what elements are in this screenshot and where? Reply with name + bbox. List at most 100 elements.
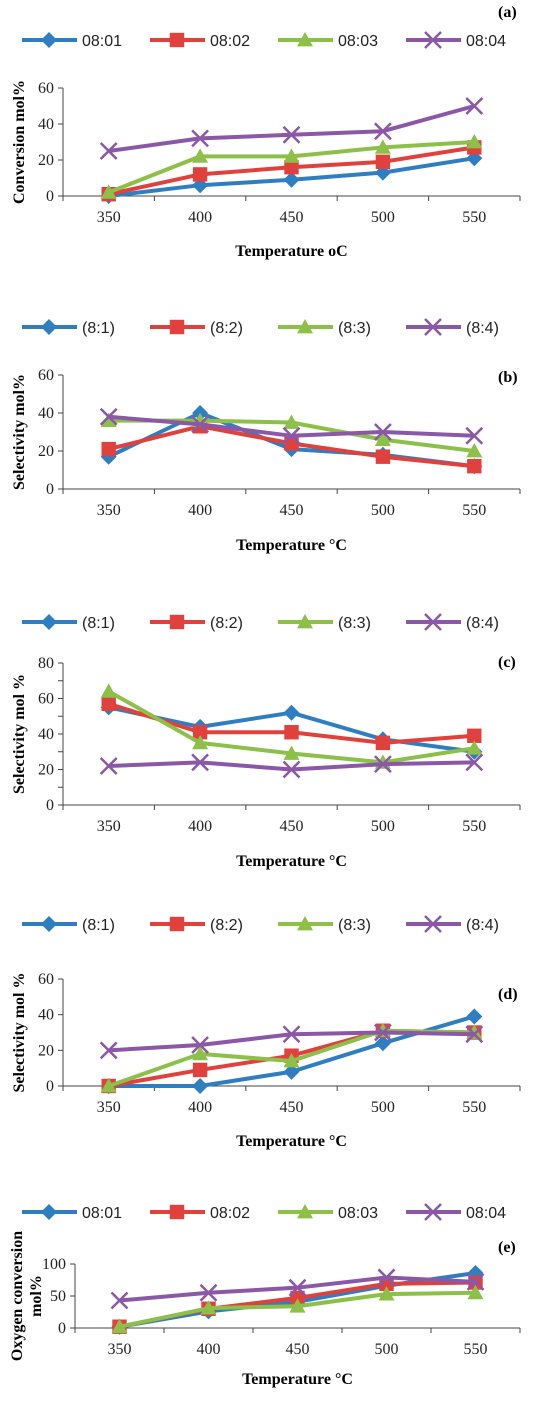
- x-tick-label: 400: [188, 502, 212, 519]
- legend-item: 08:01: [22, 1204, 122, 1222]
- x-tick-label: 350: [108, 1341, 132, 1358]
- x-tick-label: 400: [188, 818, 212, 835]
- data-point: [282, 1025, 301, 1044]
- data-point: [466, 1273, 485, 1291]
- chart-panel-c: 0 20 40 60 80 350 400 450 500 550 Temperature °C Se…: [11, 613, 521, 870]
- marker-stroke: [99, 1041, 118, 1060]
- legend-item: (8:3): [278, 916, 371, 934]
- legend-marker: [424, 915, 442, 933]
- y-tick-label: 20: [38, 762, 54, 779]
- legend-marker: [424, 31, 442, 49]
- data-point: [467, 459, 482, 474]
- chart-panel-b: 0 20 40 60 350 400 450 500 550 Temperature °C Sele…: [11, 318, 521, 554]
- y-tick-label: 20: [38, 443, 54, 460]
- data-point: [199, 1283, 218, 1302]
- legend-marker: [41, 916, 57, 932]
- y-axis-title: Oxygen conversion mol%: [9, 1231, 45, 1361]
- legend-item: 08:04: [406, 1203, 506, 1222]
- marker-stroke: [424, 31, 442, 49]
- data-point: [191, 753, 209, 772]
- chart-panel-e: 0 50 100 350 400 450 500 550 Temperature °C Oxyge…: [9, 1203, 521, 1388]
- y-tick-label: 40: [38, 1007, 54, 1024]
- marker-stroke: [191, 415, 209, 434]
- data-point: [282, 760, 301, 779]
- legend-label: 08:02: [210, 1205, 250, 1222]
- data-point: [283, 1063, 300, 1080]
- marker-stroke: [191, 753, 209, 772]
- data-point: [111, 1318, 128, 1334]
- x-tick-label: 400: [188, 209, 212, 226]
- data-point: [465, 426, 484, 445]
- y-axis-title-line: mol%: [28, 1275, 45, 1317]
- x-tick-label: 500: [371, 818, 395, 835]
- y-axis-title: Selectivity mol %: [11, 674, 28, 794]
- marker-stroke: [191, 1036, 209, 1054]
- data-point: [99, 1041, 118, 1060]
- x-tick-label: 350: [97, 1099, 121, 1116]
- legend-marker: [41, 614, 57, 630]
- data-point: [99, 757, 118, 775]
- data-point: [374, 1035, 391, 1052]
- marker-stroke: [110, 1291, 129, 1310]
- legend-label: (8:3): [338, 320, 371, 337]
- legend-item: 08:02: [150, 1204, 250, 1222]
- data-point: [99, 407, 118, 426]
- data-point: [284, 160, 299, 175]
- legend-marker: [297, 916, 313, 931]
- marker-stroke: [465, 426, 484, 445]
- legend-label: 08:01: [82, 1205, 122, 1222]
- y-tick-label: 0: [46, 188, 54, 205]
- x-tick-label: 350: [97, 818, 121, 835]
- y-tick-label: 100: [42, 1256, 66, 1273]
- legend-label: (8:4): [466, 320, 499, 337]
- y-axis-title: Selectivity mol %: [11, 973, 28, 1093]
- x-axis-title: Temperature °C: [236, 537, 347, 554]
- legend-marker: [41, 319, 57, 335]
- x-tick-label: 500: [371, 502, 395, 519]
- data-point: [465, 753, 484, 772]
- marker-stroke: [191, 129, 209, 148]
- legend-marker: [169, 916, 185, 932]
- marker-stroke: [374, 122, 392, 141]
- legend-label: (8:4): [466, 615, 499, 632]
- data-point: [101, 441, 116, 457]
- data-point: [100, 1078, 117, 1093]
- data-point: [374, 1023, 392, 1042]
- y-tick-label: 40: [38, 405, 54, 422]
- legend-marker: [169, 1204, 185, 1220]
- data-point: [466, 740, 483, 755]
- data-point: [284, 436, 299, 451]
- data-point: [375, 449, 391, 464]
- marker-stroke: [377, 1268, 396, 1287]
- y-tick-label: 0: [46, 797, 54, 814]
- legend-label: (8:1): [82, 320, 115, 337]
- x-tick-label: 550: [462, 502, 486, 519]
- legend-label: 08:02: [210, 33, 250, 50]
- data-point: [99, 142, 118, 160]
- marker-stroke: [374, 755, 392, 774]
- x-tick-label: 400: [188, 1099, 212, 1116]
- legend-item: 08:01: [22, 32, 122, 50]
- chart-panel-a: 0 20 40 60 350 400 450 500 550 Temperature oC Conv…: [11, 4, 521, 260]
- data-point: [375, 735, 391, 751]
- data-point: [288, 1278, 307, 1297]
- legend-item: (8:2): [150, 916, 243, 934]
- legend-label: (8:2): [210, 917, 243, 934]
- y-tick-label: 20: [38, 152, 54, 169]
- legend-item: (8:3): [278, 614, 371, 632]
- data-point: [374, 139, 391, 154]
- data-point: [466, 443, 483, 458]
- x-tick-label: 350: [97, 209, 121, 226]
- marker-stroke: [288, 1278, 307, 1297]
- panel-label: (d): [498, 986, 518, 1003]
- data-point: [282, 125, 301, 144]
- y-tick-label: 0: [46, 1078, 54, 1095]
- y-tick-label: 20: [38, 1042, 54, 1059]
- data-point: [191, 129, 209, 148]
- legend-marker: [297, 1204, 313, 1219]
- legend-marker: [297, 32, 313, 47]
- y-tick-label: 50: [50, 1288, 66, 1305]
- marker-stroke: [282, 125, 301, 144]
- data-point: [283, 414, 300, 429]
